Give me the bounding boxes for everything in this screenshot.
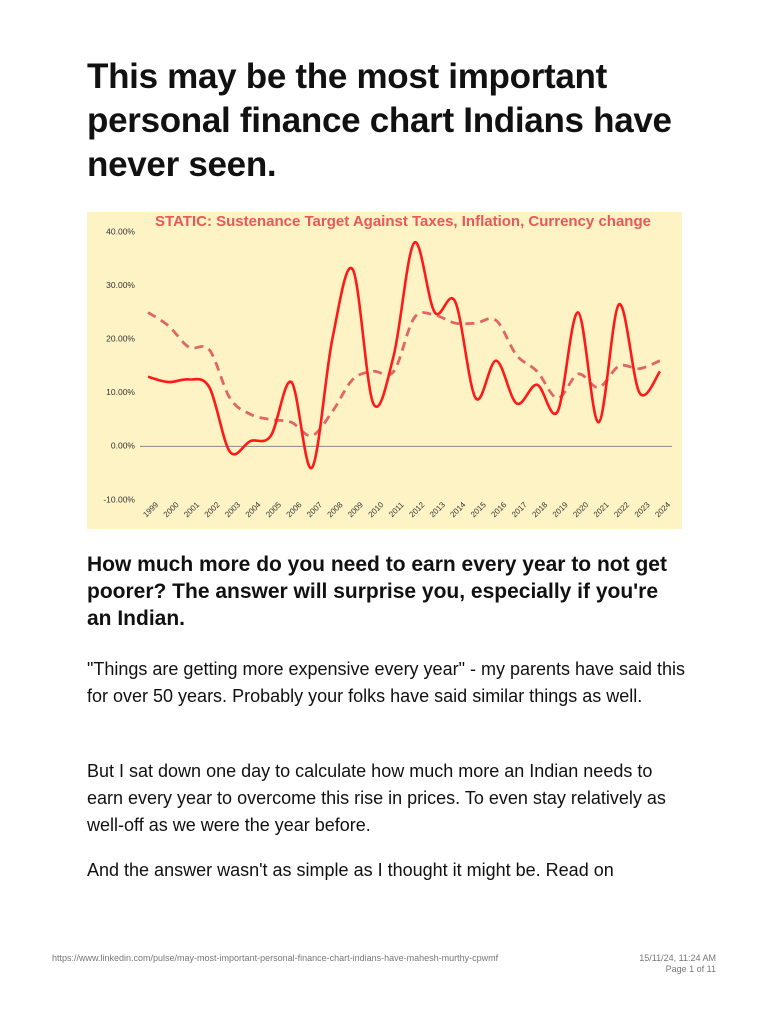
line-series [147, 311, 661, 438]
paragraph: And the answer wasn't as simple as I tho… [87, 860, 614, 880]
footer-page: Page 1 of 11 [665, 964, 716, 974]
y-tick-label: -10.00% [103, 494, 135, 504]
y-tick-label: 20.00% [106, 333, 135, 343]
paragraph: "Things are getting more expensive every… [87, 659, 686, 706]
chart-background [87, 212, 682, 529]
y-tick-label: 30.00% [106, 280, 135, 290]
chart: STATIC: Sustenance Target Against Taxes,… [87, 212, 682, 529]
y-tick-label: 10.00% [106, 387, 135, 397]
footer-url: https://www.linkedin.com/pulse/may-most-… [52, 953, 499, 963]
line-series [147, 241, 662, 470]
y-tick-label: 40.00% [106, 226, 135, 236]
subheading: How much more do you need to earn every … [87, 553, 667, 630]
footer-timestamp: 15/11/24, 11:24 AM [639, 953, 716, 963]
y-tick-label: 0.00% [111, 441, 136, 451]
headline: This may be the most important personal … [87, 57, 672, 184]
chart-title: STATIC: Sustenance Target Against Taxes,… [155, 213, 651, 230]
paragraph: But I sat down one day to calculate how … [87, 761, 666, 835]
